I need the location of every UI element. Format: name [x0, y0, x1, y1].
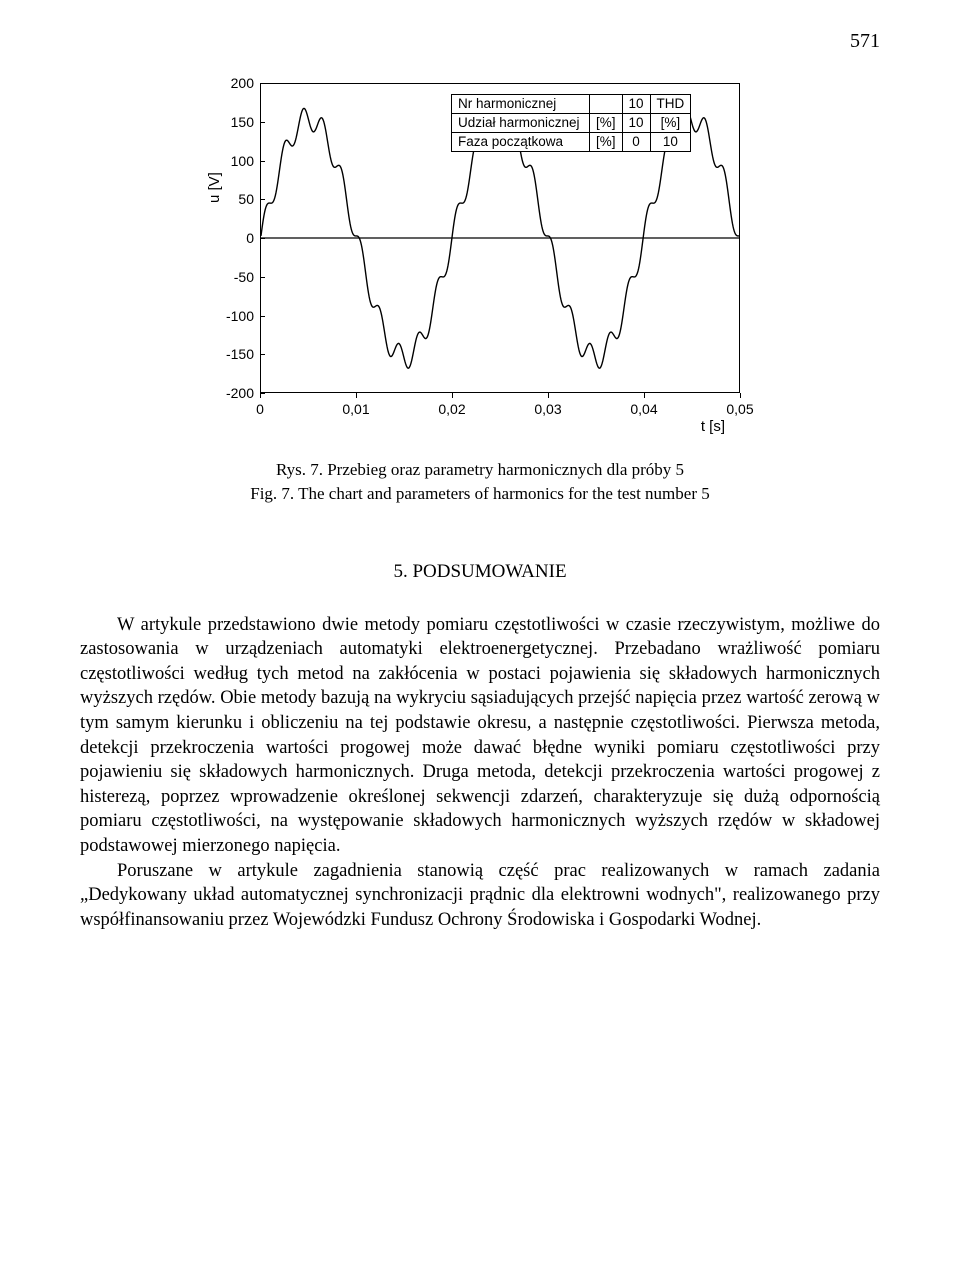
y-tick-label: 200	[231, 75, 254, 91]
section-heading: 5. PODSUMOWANIE	[80, 561, 880, 583]
x-tick-label: 0,05	[726, 401, 753, 417]
x-tick-mark	[740, 393, 741, 398]
table-row: Faza początkowa[%]010	[452, 133, 691, 152]
x-axis-ticks: 00,010,020,030,040,05	[260, 395, 740, 415]
param-value: 10	[622, 114, 650, 133]
harmonics-parameter-table: Nr harmonicznej10THDUdział harmonicznej[…	[451, 94, 691, 152]
param-value-2: THD	[650, 95, 691, 114]
param-label: Udział harmonicznej	[452, 114, 590, 133]
x-tick-label: 0,02	[438, 401, 465, 417]
table-row: Nr harmonicznej 10THD	[452, 95, 691, 114]
y-tick-label: 50	[238, 191, 254, 207]
waveform-figure: u [V] -200-150-100-50050100150200 Nr har…	[200, 73, 760, 433]
caption-english: Fig. 7. The chart and parameters of harm…	[250, 484, 710, 503]
x-tick-label: 0	[256, 401, 264, 417]
param-value: 0	[622, 133, 650, 152]
caption-polish: Rys. 7. Przebieg oraz parametry harmonic…	[276, 460, 684, 479]
param-value-2: 10	[650, 133, 691, 152]
param-value-2: [%]	[650, 114, 691, 133]
y-tick-label: -200	[226, 385, 254, 401]
x-axis-label: t [s]	[701, 418, 725, 435]
y-tick-label: 0	[246, 230, 254, 246]
param-value: 10	[622, 95, 650, 114]
y-tick-label: -100	[226, 308, 254, 324]
x-tick-label: 0,04	[630, 401, 657, 417]
param-label: Nr harmonicznej	[452, 95, 590, 114]
param-unit: [%]	[590, 114, 623, 133]
param-unit	[590, 95, 623, 114]
body-text: W artykule przedstawiono dwie metody pom…	[80, 613, 880, 933]
paragraph-2: Poruszane w artykule zagadnienia stanowi…	[80, 859, 880, 933]
y-axis-ticks: -200-150-100-50050100150200	[200, 83, 258, 393]
chart-box: u [V] -200-150-100-50050100150200 Nr har…	[200, 73, 760, 433]
param-unit: [%]	[590, 133, 623, 152]
paragraph-1: W artykule przedstawiono dwie metody pom…	[80, 613, 880, 859]
plot-area: Nr harmonicznej10THDUdział harmonicznej[…	[260, 83, 740, 393]
figure-caption: Rys. 7. Przebieg oraz parametry harmonic…	[80, 458, 880, 506]
param-label: Faza początkowa	[452, 133, 590, 152]
y-tick-label: -150	[226, 346, 254, 362]
table-row: Udział harmonicznej[%]10[%]	[452, 114, 691, 133]
page-number: 571	[80, 30, 880, 53]
x-tick-label: 0,03	[534, 401, 561, 417]
y-tick-label: -50	[234, 269, 254, 285]
y-tick-label: 150	[231, 114, 254, 130]
y-tick-label: 100	[231, 153, 254, 169]
x-tick-label: 0,01	[342, 401, 369, 417]
